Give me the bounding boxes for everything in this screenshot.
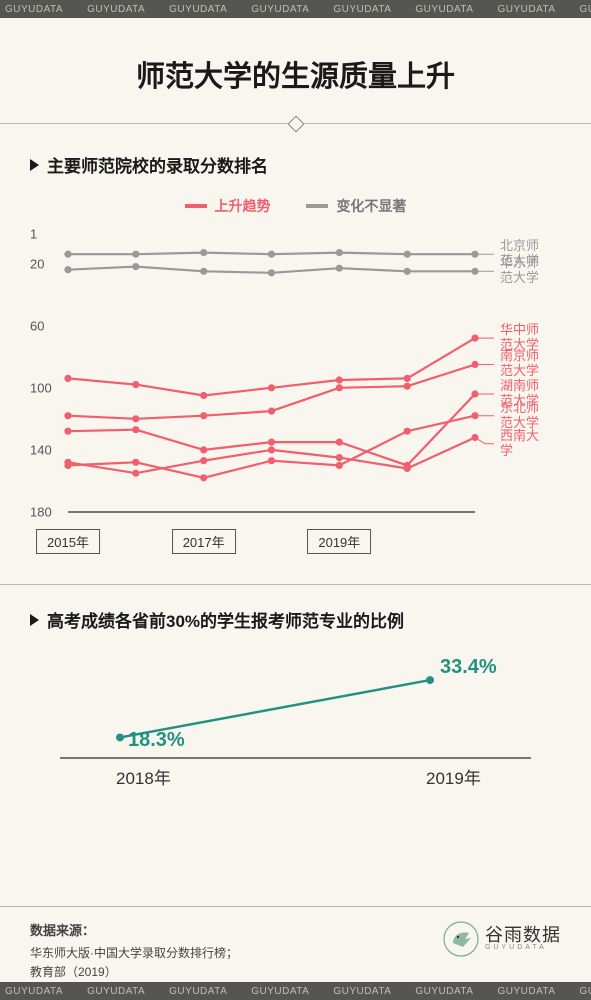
- source-header: 数据来源：: [30, 921, 238, 942]
- chart1-xlabel: 2019年: [307, 529, 371, 554]
- chart1-series-label: 南京师范大学: [500, 349, 544, 379]
- chart2-header-text: 高考成绩各省前30%的学生报考师范专业的比例: [47, 607, 404, 632]
- chart1-header-text: 主要师范院校的录取分数排名: [47, 152, 268, 177]
- legend-red-label: 上升趋势: [215, 196, 271, 216]
- chart1: 120601001401802015年2017年2019年北京师范大学华东师范大…: [30, 224, 561, 554]
- chart2-year-label: 2019年: [426, 764, 481, 789]
- page-title: 师范大学的生源质量上升: [30, 53, 561, 95]
- chart1-xlabel: 2017年: [172, 529, 236, 554]
- section-divider: [0, 584, 591, 585]
- chart1-xlabel: 2015年: [36, 529, 100, 554]
- footer: 数据来源： 华东师大版·中国大学录取分数排行榜； 教育部（2019） 谷雨数据 …: [0, 906, 591, 982]
- chart1-ytick: 100: [30, 380, 52, 395]
- chart1-legend: 上升趋势 变化不显著: [30, 195, 561, 216]
- legend-grey-label: 变化不显著: [336, 196, 406, 216]
- chart2-value-label: 33.4%: [440, 656, 497, 679]
- legend-red-swatch: [185, 204, 207, 208]
- source-line-2: 教育部（2019）: [30, 963, 238, 982]
- logo-cn: 谷雨数据: [485, 926, 561, 944]
- chart1-ytick: 60: [30, 318, 44, 333]
- watermark-bottom: GUYUDATAGUYUDATAGUYUDATAGUYUDATAGUYUDATA…: [0, 982, 591, 1000]
- chart1-series-label: 东北师范大学: [500, 401, 544, 431]
- chart2: 18.3% 2018年 33.4% 2019年: [60, 650, 531, 795]
- chart1-series-label: 华东师范大学: [500, 256, 544, 286]
- chart1-ytick: 140: [30, 442, 52, 457]
- logo-en: GUYUDATA: [485, 944, 561, 951]
- source-line-1: 华东师大版·中国大学录取分数排行榜；: [30, 944, 238, 963]
- divider-diamond: [0, 123, 591, 124]
- bird-icon: [443, 921, 479, 957]
- chart1-ytick: 1: [30, 227, 37, 242]
- legend-grey: 变化不显著: [306, 196, 406, 216]
- chart1-ytick: 180: [30, 505, 52, 520]
- source-block: 数据来源： 华东师大版·中国大学录取分数排行榜； 教育部（2019）: [30, 921, 238, 982]
- chart2-year-label: 2018年: [116, 764, 171, 789]
- chart1-ytick: 20: [30, 256, 44, 271]
- legend-red: 上升趋势: [185, 196, 271, 216]
- chart2-header: 高考成绩各省前30%的学生报考师范专业的比例: [30, 607, 561, 632]
- chart1-series-label: 西南大学: [500, 429, 544, 459]
- chart2-value-label: 18.3%: [128, 729, 185, 752]
- brand-logo: 谷雨数据 GUYUDATA: [443, 921, 561, 957]
- legend-grey-swatch: [306, 204, 328, 208]
- watermark-top: GUYUDATAGUYUDATAGUYUDATAGUYUDATAGUYUDATA…: [0, 0, 591, 18]
- chart1-header: 主要师范院校的录取分数排名: [30, 152, 561, 177]
